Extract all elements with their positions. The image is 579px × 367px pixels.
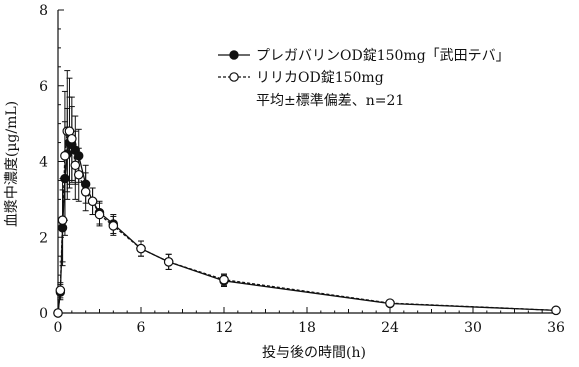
statistic-note: 平均±標準偏差、n=21 (256, 93, 404, 109)
legend-label-1: プレガバリンOD錠150mg「武田テバ」 (256, 48, 510, 64)
data-point (60, 151, 70, 161)
series-line-1 (57, 141, 557, 314)
x-tick-label: 12 (215, 320, 233, 336)
x-tick-label: 18 (298, 320, 316, 336)
data-point (87, 196, 98, 207)
legend-label-2: リリカOD錠150mg (256, 70, 384, 86)
series-2 (53, 70, 561, 318)
data-point (53, 308, 63, 318)
data-point (70, 160, 81, 171)
data-point (108, 221, 119, 231)
x-tick-label: 6 (137, 320, 146, 336)
y-tick-label: 4 (39, 155, 48, 171)
legend-entry-2: リリカOD錠150mg (218, 70, 384, 86)
x-tick-label: 24 (381, 320, 399, 336)
data-point (219, 274, 229, 285)
legend: プレガバリンOD錠150mg「武田テバ」 リリカOD錠150mg 平均±標準偏差… (218, 48, 510, 109)
y-tick-label: 0 (39, 306, 48, 322)
x-tick-label: 0 (54, 320, 63, 336)
y-axis-title: 血漿中濃度(µg/mL) (4, 101, 20, 227)
data-point (55, 285, 66, 296)
data-point (136, 243, 146, 254)
data-point (94, 209, 105, 220)
data-point (67, 133, 77, 144)
series-1 (53, 96, 561, 318)
series (53, 70, 561, 318)
y-tick-label: 8 (39, 3, 48, 19)
series-line-2 (57, 130, 557, 314)
x-axis-title: 投与後の時間(h) (262, 345, 366, 361)
data-point (163, 257, 174, 267)
data-point (385, 298, 395, 308)
y-tick-label: 2 (39, 230, 48, 246)
data-point (551, 305, 561, 316)
legend-marker-2 (229, 72, 239, 82)
data-point (57, 215, 68, 226)
data-point (80, 187, 91, 197)
x-tick-label: 36 (547, 320, 565, 336)
x-tick-label: 30 (464, 320, 482, 336)
data-point (73, 169, 84, 180)
legend-marker-1 (229, 50, 239, 60)
legend-entry-1: プレガバリンOD錠150mg「武田テバ」 (218, 48, 510, 64)
y-tick-label: 6 (39, 79, 48, 95)
